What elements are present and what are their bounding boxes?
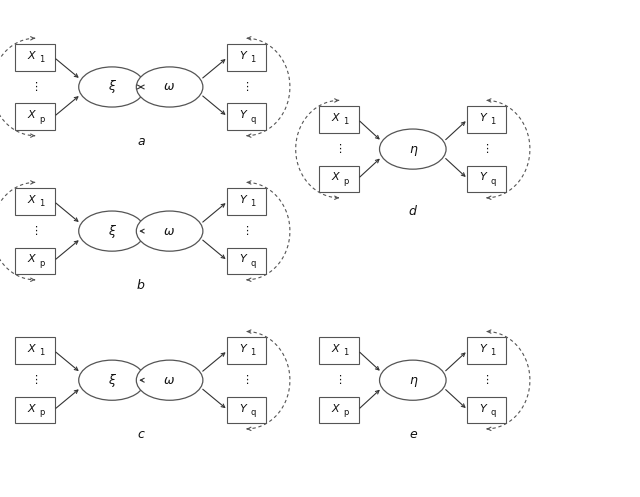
FancyBboxPatch shape [15, 103, 55, 130]
FancyBboxPatch shape [319, 166, 359, 192]
FancyBboxPatch shape [467, 106, 506, 133]
Text: Y: Y [239, 404, 246, 414]
Text: 1: 1 [250, 348, 255, 357]
FancyBboxPatch shape [227, 103, 266, 130]
Text: X: X [28, 344, 35, 354]
Text: 1: 1 [250, 199, 255, 208]
Text: X: X [28, 254, 35, 264]
Ellipse shape [79, 211, 145, 251]
FancyBboxPatch shape [227, 188, 266, 215]
Text: Y: Y [479, 113, 486, 123]
Text: b: b [137, 279, 145, 292]
Text: q: q [250, 115, 255, 124]
Text: X: X [28, 195, 35, 205]
Text: Y: Y [239, 344, 246, 354]
Text: p: p [39, 408, 44, 417]
FancyBboxPatch shape [319, 337, 359, 364]
Text: ξ: ξ [109, 81, 115, 93]
Text: Y: Y [239, 195, 246, 205]
Text: p: p [343, 177, 348, 186]
Text: q: q [250, 408, 255, 417]
FancyBboxPatch shape [467, 337, 506, 364]
Text: Y: Y [239, 51, 246, 61]
Text: d: d [409, 205, 417, 218]
Text: ⋮: ⋮ [29, 82, 41, 92]
FancyBboxPatch shape [15, 248, 55, 274]
Text: Y: Y [479, 344, 486, 354]
Text: X: X [28, 110, 35, 120]
Text: ⋮: ⋮ [333, 375, 345, 385]
Text: 1: 1 [490, 348, 495, 357]
Text: p: p [39, 115, 44, 124]
FancyBboxPatch shape [227, 44, 266, 71]
Ellipse shape [380, 129, 446, 169]
Text: q: q [490, 177, 495, 186]
Text: Y: Y [479, 404, 486, 414]
Ellipse shape [136, 67, 203, 107]
Text: ⋮: ⋮ [481, 144, 492, 154]
Text: ⋮: ⋮ [241, 226, 252, 236]
Text: ⋮: ⋮ [241, 375, 252, 385]
Text: Y: Y [239, 110, 246, 120]
Text: p: p [39, 259, 44, 268]
Text: ξ: ξ [109, 374, 115, 387]
Text: ⋮: ⋮ [333, 144, 345, 154]
Text: ω: ω [164, 374, 175, 387]
Text: q: q [490, 408, 495, 417]
Text: 1: 1 [39, 55, 44, 64]
Text: 1: 1 [343, 117, 348, 126]
Ellipse shape [79, 67, 145, 107]
Text: 1: 1 [343, 348, 348, 357]
Text: e: e [409, 428, 417, 441]
FancyBboxPatch shape [15, 44, 55, 71]
FancyBboxPatch shape [15, 188, 55, 215]
Text: ⋮: ⋮ [29, 226, 41, 236]
Text: ⋮: ⋮ [241, 82, 252, 92]
Ellipse shape [380, 360, 446, 400]
FancyBboxPatch shape [15, 337, 55, 364]
FancyBboxPatch shape [15, 397, 55, 423]
Ellipse shape [79, 360, 145, 400]
Text: ⋮: ⋮ [29, 375, 41, 385]
Text: X: X [332, 344, 339, 354]
Text: X: X [332, 172, 339, 182]
Text: ω: ω [164, 225, 175, 238]
Text: X: X [28, 51, 35, 61]
Text: c: c [138, 428, 144, 441]
Ellipse shape [136, 360, 203, 400]
Text: Y: Y [479, 172, 486, 182]
Text: X: X [332, 113, 339, 123]
Text: 1: 1 [490, 117, 495, 126]
Text: 1: 1 [39, 199, 44, 208]
Text: ξ: ξ [109, 225, 115, 238]
FancyBboxPatch shape [227, 248, 266, 274]
Text: ω: ω [164, 81, 175, 93]
Text: p: p [343, 408, 348, 417]
Text: ⋮: ⋮ [481, 375, 492, 385]
Text: q: q [250, 259, 255, 268]
Text: X: X [332, 404, 339, 414]
Text: Y: Y [239, 254, 246, 264]
FancyBboxPatch shape [467, 166, 506, 192]
FancyBboxPatch shape [227, 397, 266, 423]
FancyBboxPatch shape [467, 397, 506, 423]
FancyBboxPatch shape [227, 337, 266, 364]
Text: a: a [137, 135, 145, 148]
FancyBboxPatch shape [319, 397, 359, 423]
Text: η: η [409, 143, 417, 156]
Text: η: η [409, 374, 417, 387]
FancyBboxPatch shape [319, 106, 359, 133]
Text: 1: 1 [250, 55, 255, 64]
Text: 1: 1 [39, 348, 44, 357]
Ellipse shape [136, 211, 203, 251]
Text: X: X [28, 404, 35, 414]
